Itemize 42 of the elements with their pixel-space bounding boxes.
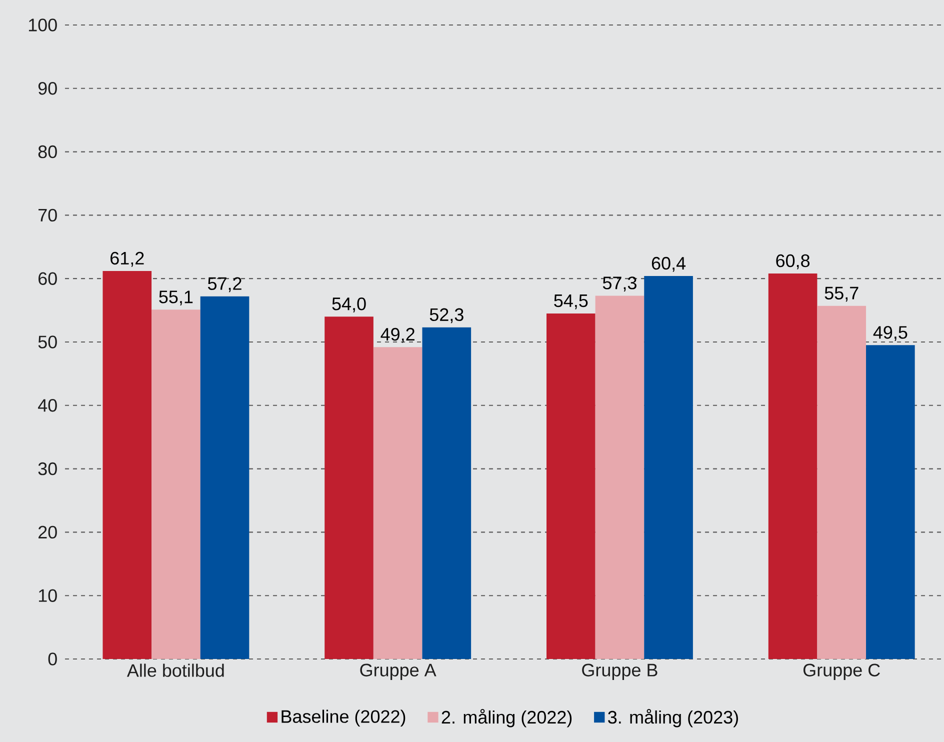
data-label: 52,3 xyxy=(430,308,464,324)
legend-label: 2. måling (2022) xyxy=(442,708,572,728)
x-tick-label: Gruppe B xyxy=(582,664,658,680)
data-label: 57,3 xyxy=(602,276,636,292)
bar xyxy=(546,313,596,659)
y-tick-label: 40 xyxy=(38,399,57,412)
bar xyxy=(102,270,152,659)
y-tick-label: 80 xyxy=(38,145,57,158)
data-label: 55,7 xyxy=(824,286,858,302)
y-tick-label: 30 xyxy=(38,462,57,476)
y-tick-label: 10 xyxy=(38,589,57,602)
bar xyxy=(373,347,422,659)
y-tick-label: 70 xyxy=(38,208,57,222)
bar xyxy=(324,316,374,659)
x-tick-label: Gruppe A xyxy=(360,664,436,680)
data-label: 54,0 xyxy=(332,298,366,312)
bar xyxy=(817,306,866,659)
y-tick-label: 90 xyxy=(38,82,57,95)
bar xyxy=(200,296,250,659)
x-tick-label: Alle botilbud xyxy=(126,664,224,677)
data-label: 55,1 xyxy=(159,290,193,306)
data-label: 49,5 xyxy=(873,326,908,341)
y-tick-label: 60 xyxy=(38,272,57,285)
legend-label: Baseline (2022) xyxy=(282,710,406,726)
bar xyxy=(422,327,472,659)
bar xyxy=(644,276,693,659)
data-label: 54,5 xyxy=(554,294,588,310)
data-label: 60,4 xyxy=(652,256,686,272)
y-tick-label: 50 xyxy=(38,336,57,348)
data-label: 60,8 xyxy=(776,254,810,270)
y-tick-label: 0 xyxy=(48,652,57,666)
bar xyxy=(866,345,915,659)
data-label: 49,2 xyxy=(380,328,414,343)
bar xyxy=(595,296,644,659)
y-tick-label: 100 xyxy=(28,18,57,32)
bar xyxy=(768,274,818,659)
data-label: 61,2 xyxy=(110,252,144,267)
bar xyxy=(152,310,200,659)
x-tick-label: Gruppe C xyxy=(803,664,880,680)
y-tick-label: 20 xyxy=(38,526,57,539)
legend-label: 3. måling (2023) xyxy=(608,708,738,728)
data-label: 57,2 xyxy=(208,277,242,292)
